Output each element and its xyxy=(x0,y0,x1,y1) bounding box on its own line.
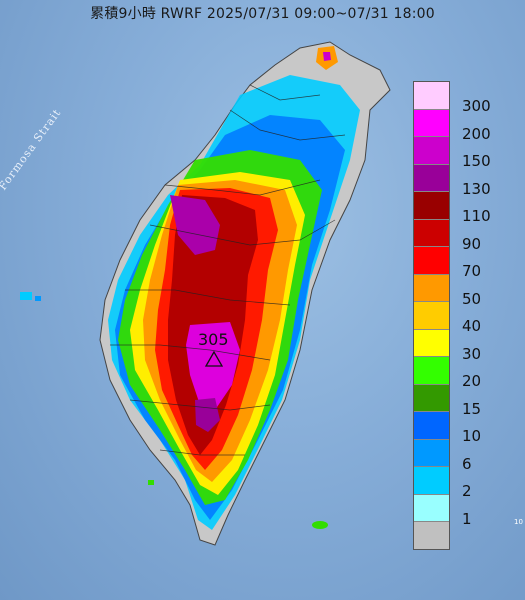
county-boundaries xyxy=(110,84,346,456)
legend-swatch xyxy=(414,522,449,549)
rain-zone-purple-south xyxy=(195,398,220,432)
green-island xyxy=(312,521,328,529)
legend-label: 200 xyxy=(462,124,491,143)
legend-label: 110 xyxy=(462,207,491,225)
max-rain-marker xyxy=(204,350,224,367)
legend-swatch xyxy=(414,439,449,467)
legend-swatch xyxy=(414,164,449,192)
penghu-island-2 xyxy=(35,296,41,301)
legend-swatch xyxy=(414,494,449,522)
legend-swatch xyxy=(414,329,449,357)
max-rain-label: 305 xyxy=(198,330,229,349)
legend-label: 90 xyxy=(462,234,482,253)
legend-label: 30 xyxy=(462,344,482,363)
legend-swatch xyxy=(414,412,449,440)
legend-swatch xyxy=(414,219,449,247)
legend-label: 130 xyxy=(462,179,491,198)
corner-mark: 10 xyxy=(514,518,523,526)
legend-label: 2 xyxy=(462,482,472,500)
legend-swatch xyxy=(414,274,449,302)
legend-label: 15 xyxy=(462,399,482,418)
legend-label: 40 xyxy=(462,317,482,335)
legend-swatch xyxy=(414,384,449,412)
legend-swatch xyxy=(414,357,449,385)
legend-label: 1 xyxy=(462,509,472,528)
legend-swatch xyxy=(414,192,449,220)
legend-label: 70 xyxy=(462,262,482,280)
rain-zone-north-core xyxy=(323,52,331,61)
legend-swatch xyxy=(414,82,449,110)
legend-label: 20 xyxy=(462,372,482,390)
legend-label: 300 xyxy=(462,97,491,115)
penghu-island xyxy=(20,292,32,300)
rain-zone-purple xyxy=(170,195,220,255)
liuqiu-island xyxy=(148,480,154,485)
legend-label: 150 xyxy=(462,152,491,170)
legend-swatch xyxy=(414,137,449,165)
legend-label: 6 xyxy=(462,454,472,473)
legend-swatch xyxy=(414,247,449,275)
rainfall-legend xyxy=(413,81,450,550)
legend-swatch xyxy=(414,109,449,137)
map-title: 累積9小時 RWRF 2025/07/31 09:00~07/31 18:00 xyxy=(90,6,435,22)
legend-label: 10 xyxy=(462,427,482,445)
legend-swatch xyxy=(414,467,449,495)
legend-swatch xyxy=(414,302,449,330)
legend-label: 50 xyxy=(462,289,482,308)
